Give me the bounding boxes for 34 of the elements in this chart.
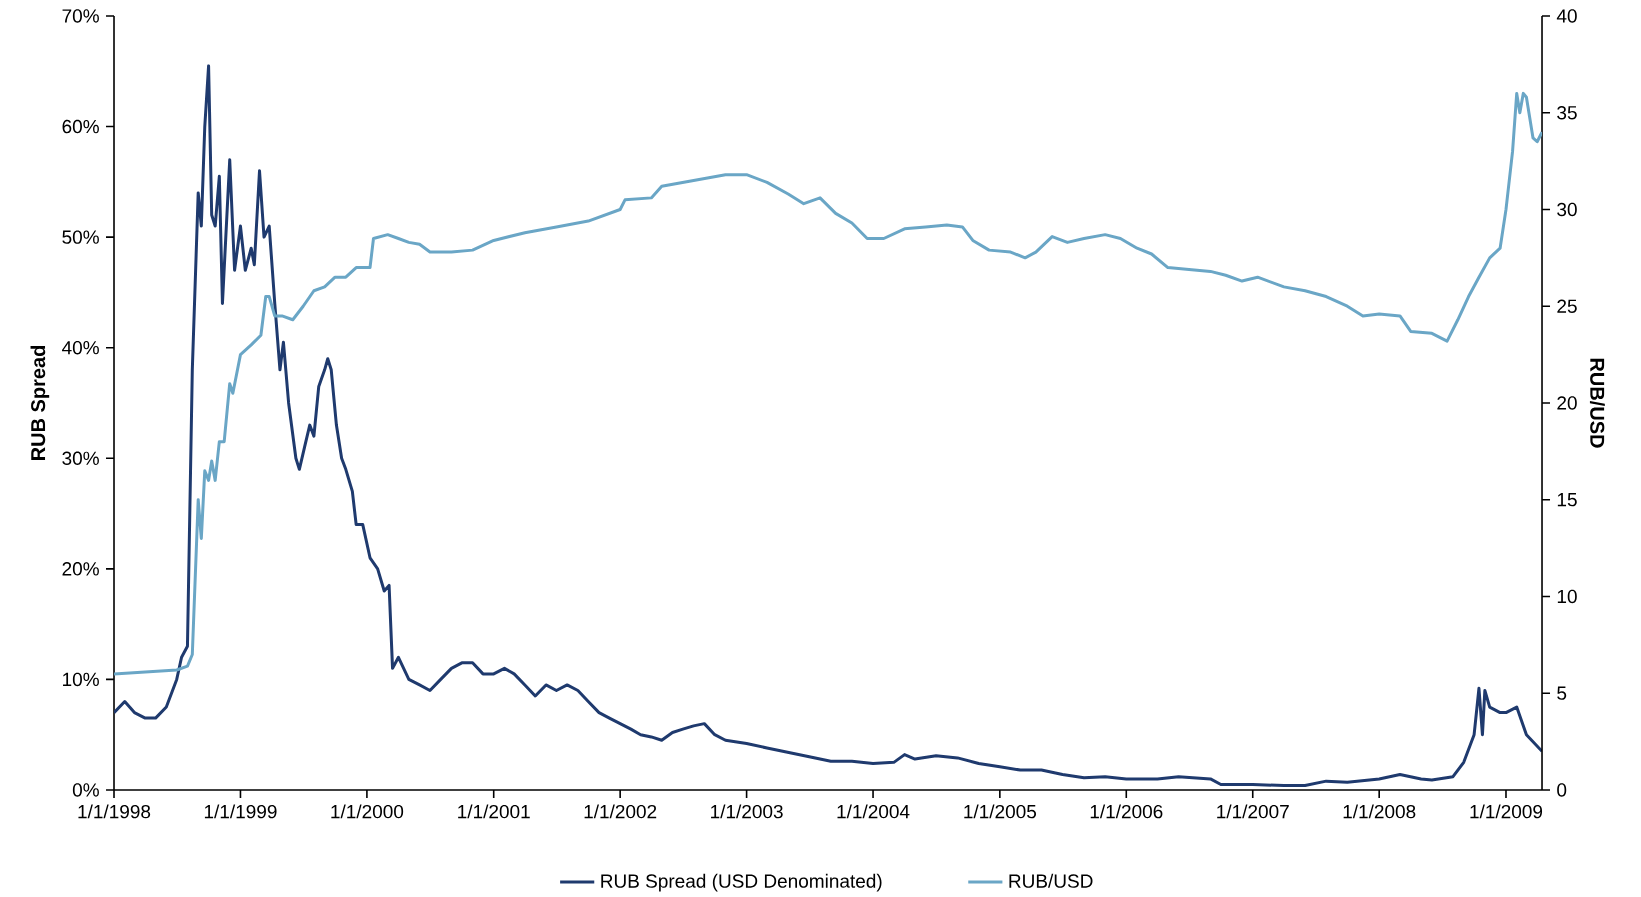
- x-tick-label: 1/1/2005: [964, 804, 1037, 819]
- y2-tick-label: 35: [1557, 106, 1577, 120]
- y2-tick-label: 0: [1557, 783, 1567, 797]
- y-tick-label: 10%: [63, 672, 99, 687]
- y-tick-label: 0%: [72, 783, 99, 797]
- y-tick-label: 30%: [62, 451, 99, 465]
- x-tick-label: 1/1/2007: [1217, 804, 1289, 819]
- y-tick-label: 70%: [62, 9, 99, 23]
- x-tick-label: 1/1/1998: [78, 804, 151, 819]
- legend-label: RUB Spread (USD Denominated): [601, 873, 882, 892]
- y2-tick-label: 25: [1557, 299, 1577, 313]
- y2-tick-label: 40: [1556, 9, 1577, 23]
- y2-tick-label: 10: [1557, 589, 1577, 604]
- y-tick-label: 50%: [62, 230, 99, 244]
- y-tick-label: 60%: [62, 119, 99, 134]
- y2-tick-label: 5: [1557, 686, 1567, 700]
- y2-axis-title: RUB/USD: [1589, 358, 1605, 448]
- y2-tick-label: 20: [1557, 396, 1577, 410]
- y2-tick-label: 15: [1557, 493, 1577, 507]
- x-tick-label: 1/1/1999: [204, 804, 277, 819]
- line-series: [114, 91, 1543, 676]
- x-tick-label: 1/1/2008: [1343, 804, 1416, 819]
- x-tick-label: 1/1/2002: [584, 804, 657, 819]
- y-tick-label: 20%: [62, 562, 99, 576]
- y-axis-title: RUB Spread: [30, 345, 50, 460]
- y2-tick-label: 30: [1557, 202, 1577, 217]
- x-tick-label: 1/1/2009: [1470, 804, 1543, 819]
- x-tick-label: 1/1/2004: [837, 804, 910, 819]
- x-tick-label: 1/1/2000: [331, 804, 404, 819]
- legend-label: RUB/USD: [1009, 873, 1093, 888]
- y-tick-label: 40%: [62, 340, 99, 355]
- x-tick-label: 1/1/2003: [711, 804, 783, 819]
- x-tick-label: 1/1/2001: [458, 804, 530, 819]
- x-tick-label: 1/1/2006: [1090, 804, 1163, 819]
